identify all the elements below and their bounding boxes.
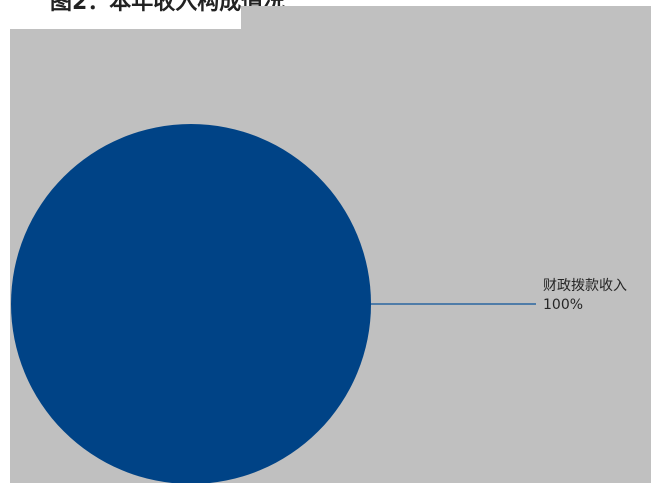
pie-slices <box>11 124 371 483</box>
pie-slice <box>11 124 371 483</box>
chart-title: 图2：本年收入构成情况 <box>50 0 286 15</box>
slice-percent-label: 100% <box>543 297 583 313</box>
slice-label: 财政拨款收入 <box>543 278 627 294</box>
